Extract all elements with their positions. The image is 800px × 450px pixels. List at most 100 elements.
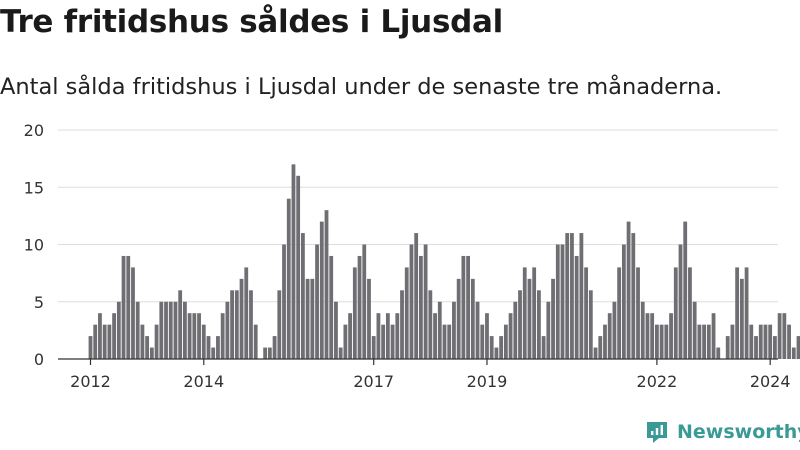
- bar[interactable]: [423, 244, 428, 360]
- bar[interactable]: [395, 313, 400, 359]
- bar[interactable]: [518, 290, 522, 359]
- bar[interactable]: [277, 290, 282, 359]
- bar[interactable]: [116, 301, 121, 359]
- bar[interactable]: [173, 301, 178, 359]
- bar[interactable]: [385, 313, 390, 359]
- bar[interactable]: [503, 324, 508, 359]
- bar[interactable]: [579, 233, 584, 359]
- bar[interactable]: [522, 267, 527, 359]
- bar[interactable]: [272, 336, 277, 359]
- bar[interactable]: [324, 210, 329, 359]
- bar[interactable]: [555, 244, 560, 360]
- bar[interactable]: [201, 324, 206, 359]
- bar[interactable]: [730, 324, 735, 359]
- bar[interactable]: [102, 324, 107, 359]
- bar[interactable]: [607, 313, 612, 359]
- bar[interactable]: [315, 244, 319, 360]
- bar[interactable]: [159, 301, 164, 359]
- bar[interactable]: [267, 347, 272, 359]
- bar[interactable]: [669, 313, 673, 359]
- bar[interactable]: [211, 347, 216, 359]
- bar[interactable]: [621, 244, 626, 360]
- bar[interactable]: [754, 336, 758, 359]
- bar[interactable]: [107, 324, 112, 359]
- bar[interactable]: [338, 347, 343, 359]
- bar[interactable]: [480, 324, 485, 359]
- bar[interactable]: [301, 233, 305, 359]
- bar[interactable]: [655, 324, 659, 359]
- bar[interactable]: [494, 347, 499, 359]
- bar[interactable]: [442, 324, 447, 359]
- bar[interactable]: [560, 244, 565, 360]
- bar[interactable]: [168, 301, 173, 359]
- bar[interactable]: [348, 313, 352, 359]
- bar[interactable]: [282, 244, 286, 360]
- bar[interactable]: [192, 313, 197, 359]
- bar[interactable]: [149, 347, 154, 359]
- bar[interactable]: [461, 255, 466, 359]
- bar[interactable]: [409, 244, 414, 360]
- bar[interactable]: [286, 198, 291, 359]
- bar[interactable]: [371, 336, 376, 359]
- bar[interactable]: [334, 301, 338, 359]
- bar[interactable]: [437, 301, 442, 359]
- bar[interactable]: [702, 324, 706, 359]
- bar[interactable]: [758, 324, 763, 359]
- bar[interactable]: [650, 313, 655, 359]
- bar[interactable]: [773, 336, 777, 359]
- bar[interactable]: [706, 324, 711, 359]
- bar[interactable]: [329, 255, 334, 359]
- bar[interactable]: [588, 290, 593, 359]
- bar[interactable]: [612, 301, 617, 359]
- bar[interactable]: [631, 233, 636, 359]
- bar[interactable]: [659, 324, 664, 359]
- bar[interactable]: [489, 336, 494, 359]
- bar[interactable]: [291, 164, 296, 359]
- bar[interactable]: [428, 290, 433, 359]
- bar[interactable]: [636, 267, 640, 359]
- bar[interactable]: [711, 313, 716, 359]
- bar[interactable]: [787, 324, 791, 359]
- bar[interactable]: [419, 255, 423, 359]
- bar[interactable]: [574, 255, 579, 359]
- bar[interactable]: [98, 313, 102, 359]
- bar[interactable]: [541, 336, 546, 359]
- bar[interactable]: [452, 301, 456, 359]
- bar[interactable]: [121, 255, 126, 359]
- bar[interactable]: [466, 255, 470, 359]
- bar[interactable]: [253, 324, 258, 359]
- bar[interactable]: [513, 301, 518, 359]
- bar[interactable]: [683, 221, 688, 359]
- bar[interactable]: [343, 324, 348, 359]
- bar[interactable]: [216, 336, 220, 359]
- bar[interactable]: [367, 278, 371, 359]
- bar[interactable]: [88, 336, 93, 359]
- bar[interactable]: [673, 267, 678, 359]
- bar[interactable]: [187, 313, 192, 359]
- bar[interactable]: [154, 324, 159, 359]
- bar[interactable]: [178, 290, 183, 359]
- bar[interactable]: [390, 324, 395, 359]
- bar[interactable]: [145, 336, 150, 359]
- bar[interactable]: [527, 278, 532, 359]
- bar[interactable]: [447, 324, 452, 359]
- bar[interactable]: [470, 278, 475, 359]
- bar[interactable]: [791, 347, 796, 359]
- bar[interactable]: [135, 301, 140, 359]
- bar[interactable]: [508, 313, 513, 359]
- bar[interactable]: [206, 336, 211, 359]
- bar[interactable]: [688, 267, 692, 359]
- bar[interactable]: [768, 324, 773, 359]
- bar[interactable]: [400, 290, 404, 359]
- bar[interactable]: [744, 267, 749, 359]
- bar[interactable]: [645, 313, 650, 359]
- bar[interactable]: [183, 301, 187, 359]
- bar[interactable]: [749, 324, 754, 359]
- bar[interactable]: [376, 313, 381, 359]
- bar[interactable]: [603, 324, 607, 359]
- bar[interactable]: [584, 267, 588, 359]
- bar[interactable]: [414, 233, 419, 359]
- bar[interactable]: [546, 301, 551, 359]
- bar[interactable]: [234, 290, 239, 359]
- bar[interactable]: [197, 313, 201, 359]
